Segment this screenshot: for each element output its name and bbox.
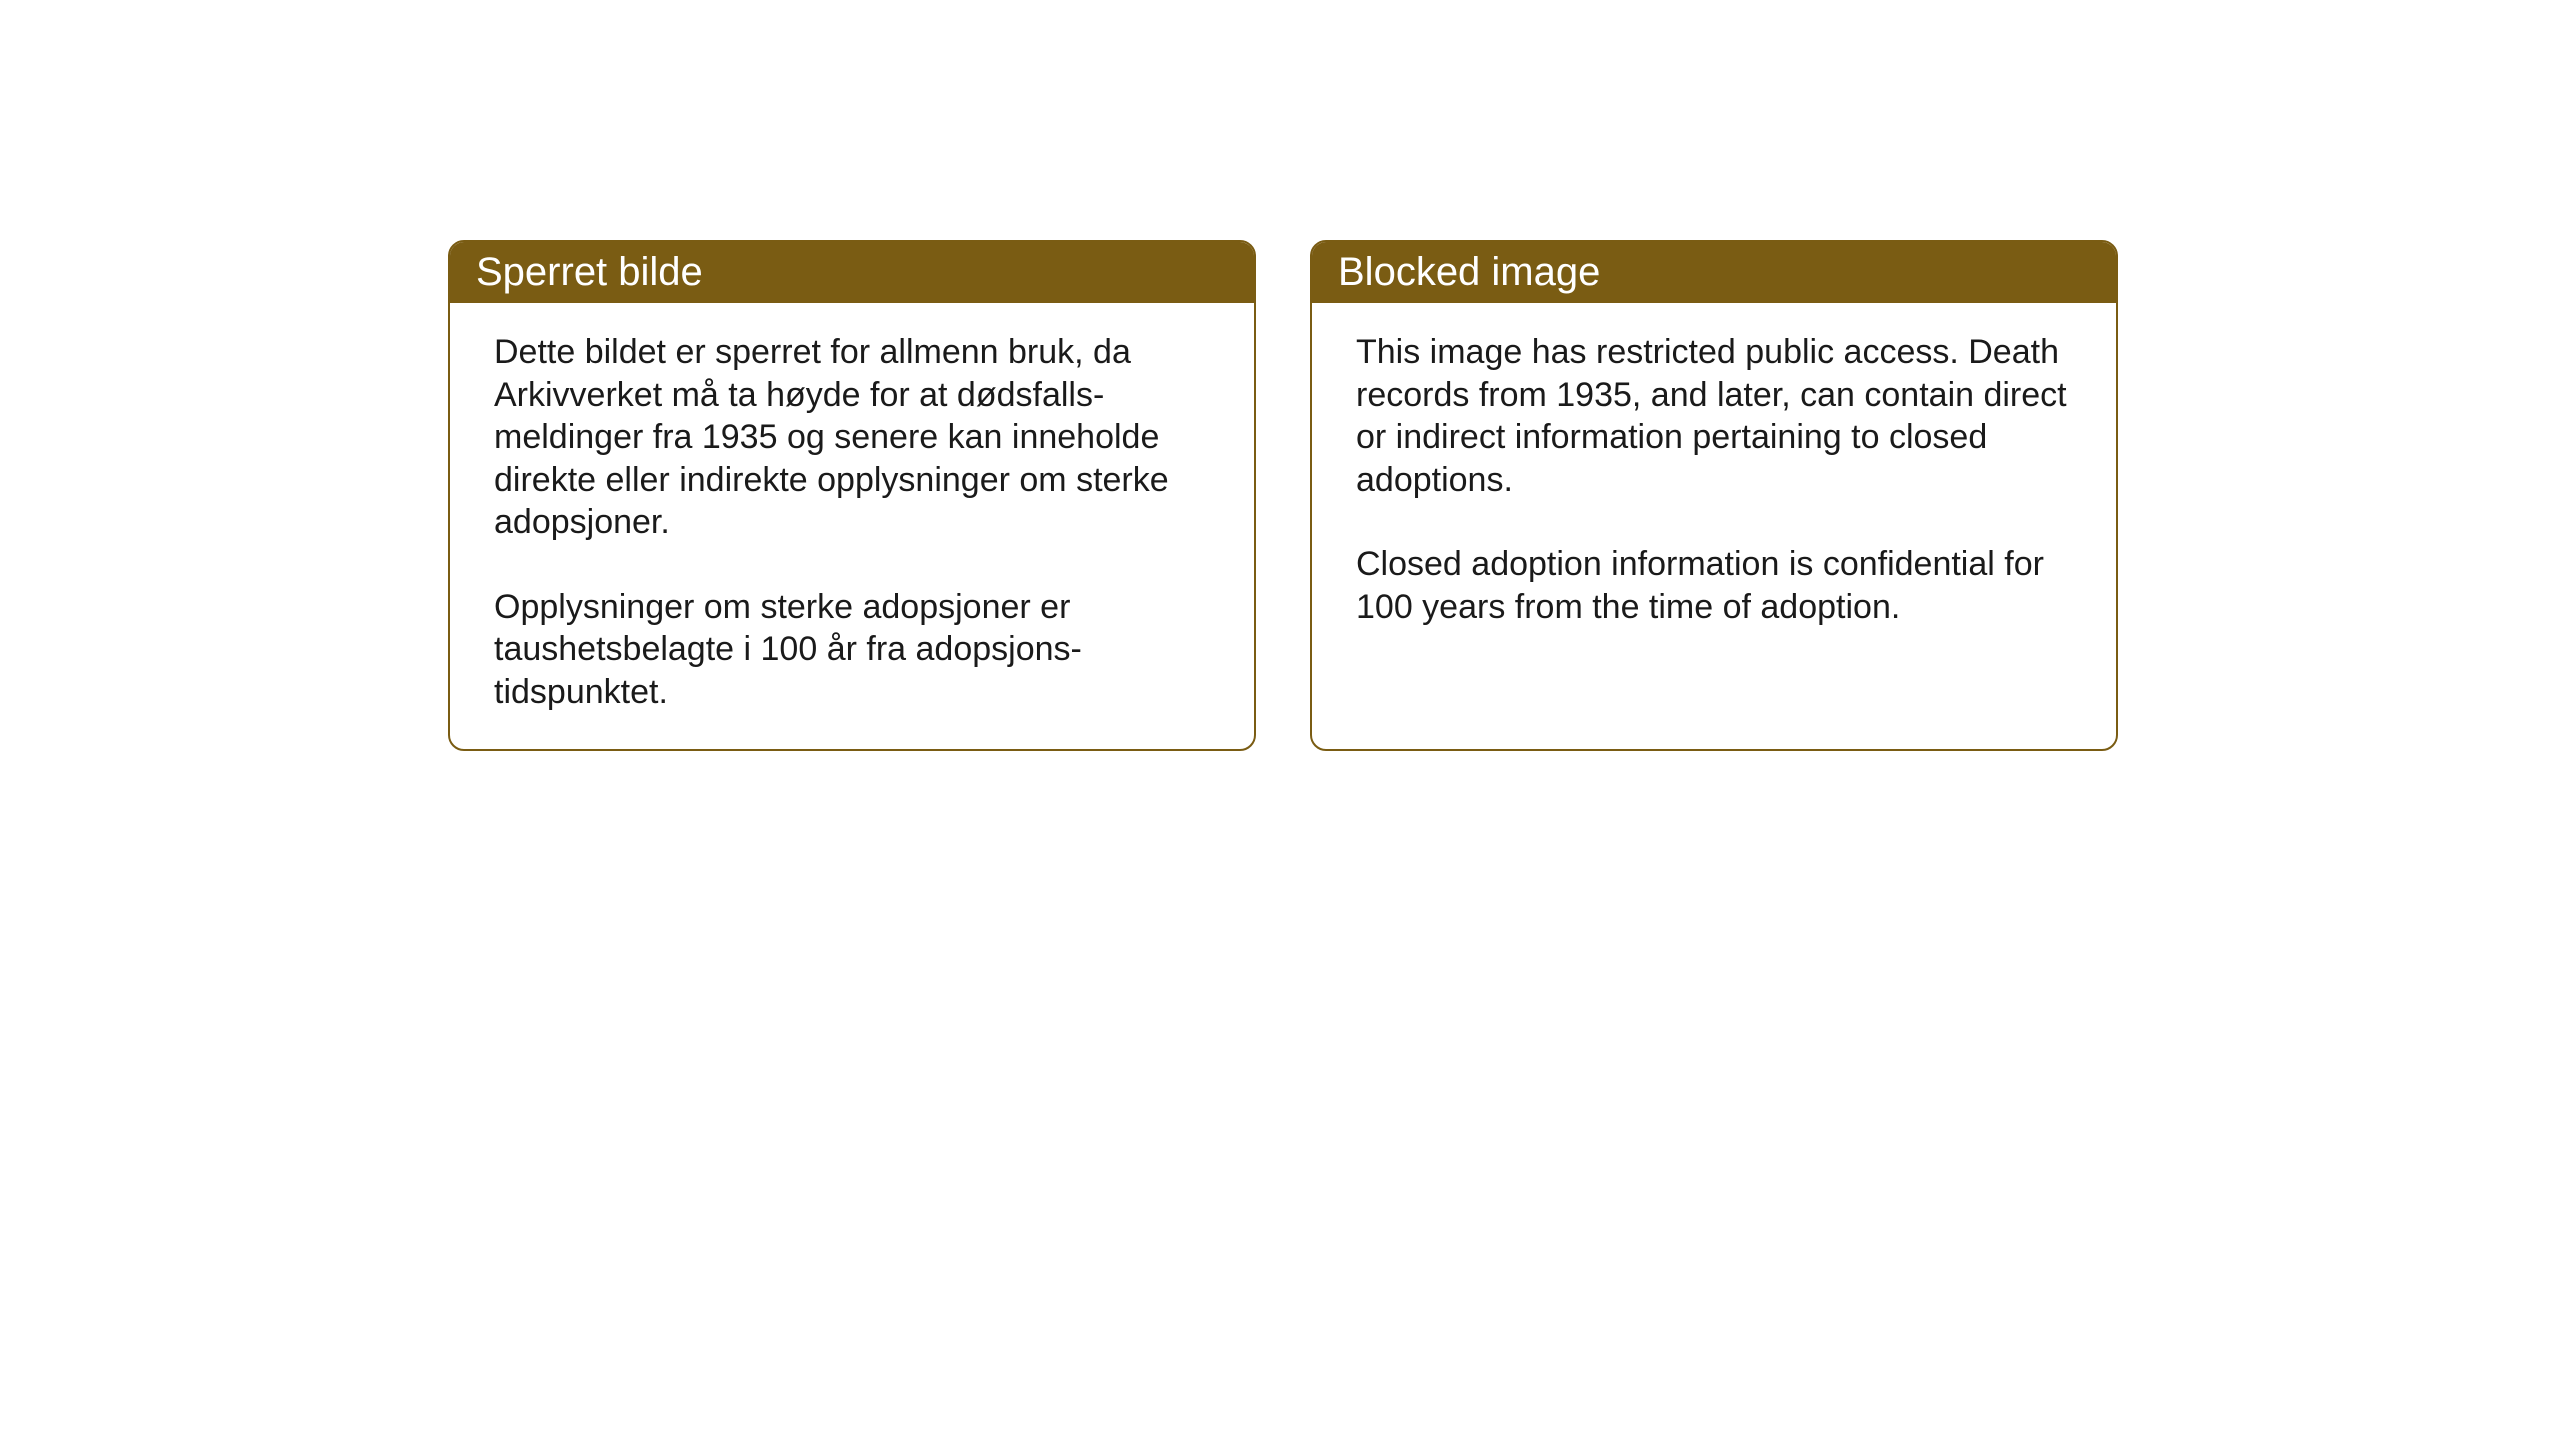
notice-body-english: This image has restricted public access.… <box>1312 303 2116 747</box>
notice-container: Sperret bilde Dette bildet er sperret fo… <box>448 240 2118 751</box>
notice-paragraph-1-english: This image has restricted public access.… <box>1356 331 2072 501</box>
notice-card-english: Blocked image This image has restricted … <box>1310 240 2118 751</box>
notice-paragraph-1-norwegian: Dette bildet er sperret for allmenn bruk… <box>494 331 1210 544</box>
notice-body-norwegian: Dette bildet er sperret for allmenn bruk… <box>450 303 1254 749</box>
notice-paragraph-2-norwegian: Opplysninger om sterke adopsjoner er tau… <box>494 586 1210 714</box>
notice-header-norwegian: Sperret bilde <box>450 242 1254 303</box>
notice-header-english: Blocked image <box>1312 242 2116 303</box>
notice-title-english: Blocked image <box>1338 250 1600 294</box>
notice-title-norwegian: Sperret bilde <box>476 250 703 294</box>
notice-paragraph-2-english: Closed adoption information is confident… <box>1356 543 2072 628</box>
notice-card-norwegian: Sperret bilde Dette bildet er sperret fo… <box>448 240 1256 751</box>
